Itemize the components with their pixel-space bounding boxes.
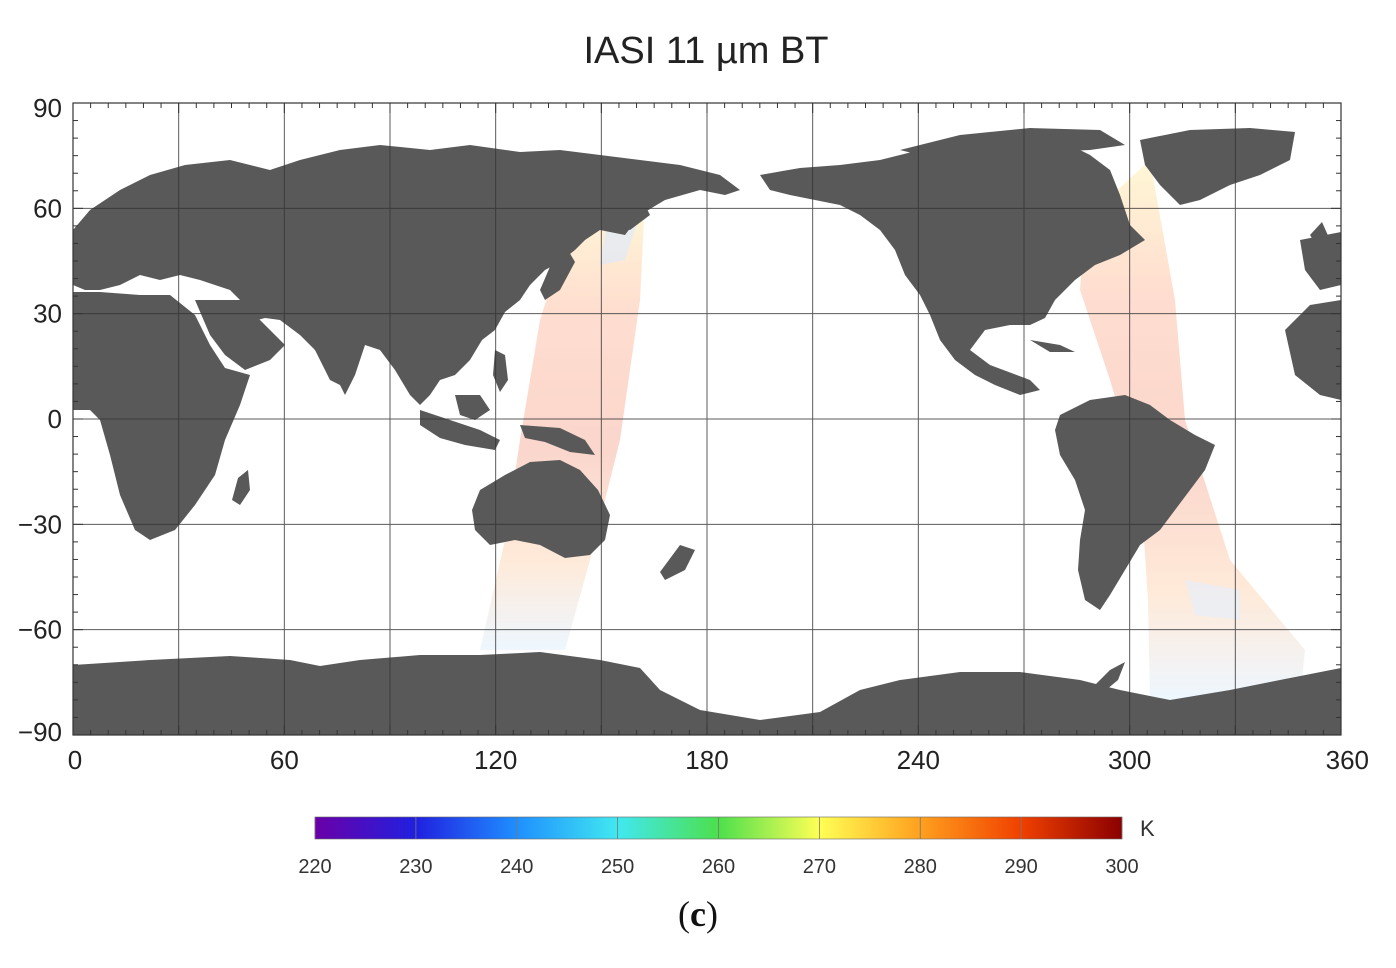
land-cuba [1030, 340, 1075, 352]
x-tick-label: 120 [474, 745, 517, 775]
axis-minor-ticks [72, 102, 1342, 736]
land-south-america [1055, 395, 1215, 610]
caption-open-paren: ( [678, 894, 690, 934]
land-north-america [760, 138, 1145, 395]
x-tick-label: 180 [685, 745, 728, 775]
land-europe-east-edge [1300, 232, 1341, 290]
land-madagascar [232, 470, 250, 505]
x-tick-label: 0 [68, 745, 82, 775]
y-tick-label: −90 [18, 717, 62, 747]
y-tick-label: 60 [33, 193, 62, 223]
graticule [73, 103, 1341, 735]
colorbar-tick-label: 270 [803, 856, 836, 878]
land-borneo [455, 395, 490, 420]
x-tick-label: 300 [1108, 745, 1151, 775]
colorbar-tick-label: 250 [601, 856, 634, 878]
colorbar-tick-label: 240 [500, 856, 533, 878]
land-australia [472, 460, 610, 558]
y-tick-label: 0 [48, 404, 62, 434]
map-layers [73, 103, 1341, 735]
land-antarctic-peninsula [1090, 662, 1125, 695]
y-tick-label: −30 [18, 509, 62, 539]
map-title: IASI 11 µm BT [583, 30, 828, 72]
y-axis-labels: 90 60 30 0 −30 −60 −90 [18, 93, 62, 747]
land-greenland [1140, 128, 1295, 205]
land-africa [73, 292, 250, 540]
colorbar-tick-label: 260 [702, 856, 735, 878]
y-tick-label: 90 [33, 93, 62, 123]
y-tick-label: 30 [33, 299, 62, 329]
colorbar-tick-label: 290 [1004, 856, 1037, 878]
colorbar-ticks [314, 817, 1123, 839]
x-axis-labels: 0 60 120 180 240 300 360 [68, 745, 1369, 775]
y-tick-label: −60 [18, 615, 62, 645]
land-west-africa-edge [1285, 300, 1341, 400]
land-eurasia [73, 145, 740, 405]
figure-caption: (c) [0, 893, 1396, 935]
x-tick-label: 240 [897, 745, 940, 775]
colorbar-unit: K [1140, 816, 1155, 841]
land-arabia [195, 300, 285, 370]
colorbar-tick-label: 230 [399, 856, 432, 878]
land-india [300, 300, 360, 385]
land-japan [540, 245, 575, 300]
land-indonesia [420, 410, 500, 450]
swath-atlantic-cool [1185, 580, 1240, 620]
swath-atlantic [1080, 160, 1305, 700]
land-philippines [493, 350, 508, 392]
land-arctic-islands [900, 128, 1125, 160]
land-uk [1310, 222, 1330, 248]
land-new-zealand [660, 545, 695, 580]
x-tick-label: 60 [270, 745, 299, 775]
caption-close-paren: ) [705, 894, 718, 934]
land-ne-siberia [600, 195, 650, 230]
colorbar-tick-label: 280 [904, 856, 937, 878]
colorbar-tick-label: 300 [1105, 856, 1138, 878]
land-new-guinea [520, 425, 595, 455]
x-tick-label: 360 [1326, 745, 1369, 775]
colorbar-tick-labels: 220 230 240 250 260 270 280 290 300 [298, 856, 1138, 878]
caption-label: c [690, 894, 706, 934]
colorbar-tick-label: 220 [298, 856, 331, 878]
